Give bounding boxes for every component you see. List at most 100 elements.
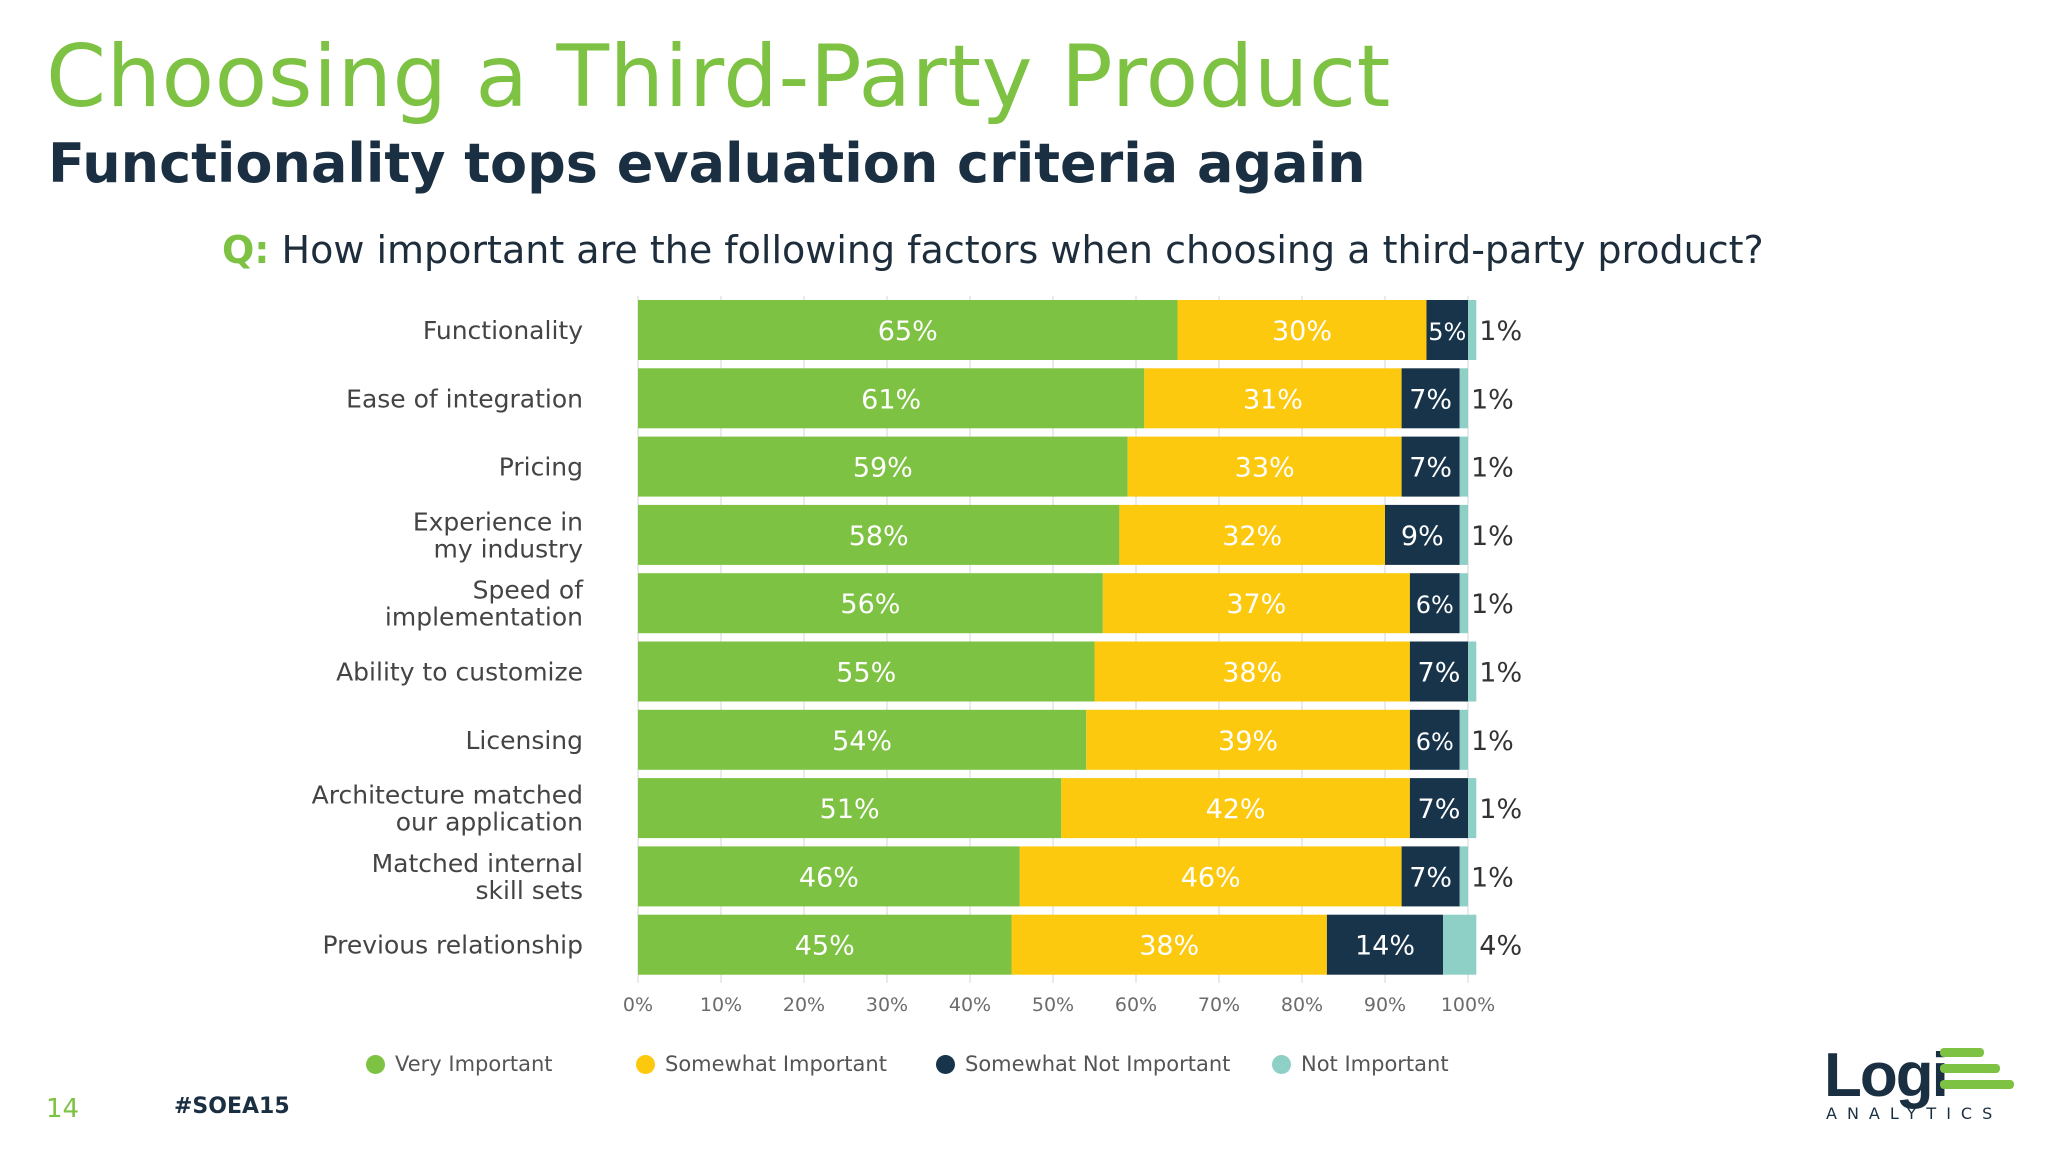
category-label: Ability to customize (336, 658, 583, 687)
data-label: 9% (1401, 521, 1444, 552)
data-label: 51% (820, 794, 880, 825)
data-label: 14% (1355, 931, 1415, 962)
bar-segment (638, 641, 1095, 702)
data-label: 7% (1418, 794, 1461, 825)
data-label: 4% (1479, 931, 1522, 962)
logo-bar (1940, 1048, 1984, 1057)
legend-label: Somewhat Important (665, 1052, 887, 1076)
category-label: Architecture matched our application (312, 781, 583, 837)
x-tick-label: 30% (866, 994, 908, 1016)
bar-segment (1401, 436, 1460, 497)
stacked-bar-chart: 0% 10% 20% 30% 40% 50% 60% 70% 80% 90% 100% Functio… (312, 296, 1522, 1016)
category-label: Ease of integration (346, 384, 583, 413)
category-label: Experience in my industry (413, 507, 583, 563)
bar-segment (1426, 300, 1468, 360)
data-label: 33% (1235, 453, 1295, 484)
data-label: 58% (849, 521, 909, 552)
bar-segment (638, 300, 1178, 360)
bar-segment (1086, 709, 1410, 770)
bar-segment (1468, 641, 1477, 702)
data-label: 30% (1272, 316, 1332, 347)
data-label: 55% (836, 658, 896, 689)
bar-segment (1409, 641, 1468, 702)
data-label: 45% (795, 931, 855, 962)
data-label: 61% (861, 384, 921, 415)
data-label: 1% (1471, 384, 1514, 415)
data-label: 1% (1471, 453, 1514, 484)
data-label: 65% (878, 316, 938, 347)
data-label: 7% (1409, 862, 1452, 893)
data-label: 1% (1479, 794, 1522, 825)
category-label: Matched internal skill sets (372, 849, 583, 905)
bar-segment (1468, 300, 1477, 360)
data-label: 46% (799, 862, 859, 893)
logo-bars-icon (1940, 1046, 2016, 1096)
data-label: 1% (1471, 726, 1514, 757)
x-tick-label: 40% (949, 994, 991, 1016)
bar-segment (1127, 436, 1402, 497)
legend-item: Somewhat Important (636, 1052, 887, 1076)
bar-segment (638, 778, 1062, 839)
page-number: 14 (46, 1094, 80, 1124)
data-label: 59% (853, 453, 913, 484)
bar-segment (1326, 914, 1444, 975)
category-label: Licensing (465, 726, 583, 755)
legend-swatch (936, 1054, 955, 1074)
bar-segment (1459, 709, 1468, 770)
bar-segment (1385, 504, 1460, 565)
data-label: 37% (1226, 589, 1286, 620)
logo-bar (1940, 1064, 2000, 1073)
data-label: 39% (1218, 726, 1278, 757)
x-tick-label: 10% (700, 994, 742, 1016)
legend-label: Very Important (395, 1052, 553, 1076)
x-tick-label: 60% (1115, 994, 1157, 1016)
legend-swatch (366, 1054, 385, 1074)
bar-segment (1409, 709, 1460, 770)
slide-subtitle: Functionality tops evaluation criteria a… (48, 132, 1366, 195)
bar-segment (1459, 504, 1468, 565)
category-label: Pricing (499, 453, 583, 482)
logo-wordmark: Logi (1824, 1041, 1949, 1110)
legend-label: Somewhat Not Important (965, 1052, 1231, 1076)
legend-item: Somewhat Not Important (936, 1052, 1230, 1076)
data-label: 46% (1181, 862, 1241, 893)
bar-segment (1468, 778, 1477, 839)
x-tick-label: 70% (1198, 994, 1240, 1016)
bar-segment (638, 709, 1087, 770)
chart-legend: Very Important Somewhat Important Somewhat… (0, 1052, 2048, 1088)
bar-segment (1409, 778, 1468, 839)
data-label: 7% (1418, 658, 1461, 689)
x-tick-label: 80% (1281, 994, 1323, 1016)
bar-segment (1401, 846, 1460, 907)
data-label: 7% (1409, 453, 1452, 484)
data-label: 1% (1479, 658, 1522, 689)
category-label: Previous relationship (322, 931, 583, 960)
bar-segment (638, 573, 1103, 634)
data-label: 1% (1471, 862, 1514, 893)
x-tick-label: 90% (1364, 994, 1406, 1016)
question-text: How important are the following factors … (281, 228, 1764, 272)
data-label: 54% (832, 726, 892, 757)
data-label: 38% (1222, 658, 1282, 689)
bar-segment (1144, 368, 1402, 429)
category-label: Speed of implementation (385, 576, 584, 632)
logo-subtext: ANALYTICS (1826, 1104, 2003, 1123)
bar-segment (1119, 504, 1385, 565)
bar-segment (638, 368, 1145, 429)
legend-item: Not Important (1272, 1052, 1449, 1076)
bar-segment (638, 436, 1128, 497)
bar-segment (1409, 573, 1460, 634)
bar-segment (1102, 573, 1410, 634)
data-label: 31% (1243, 384, 1303, 415)
bar-segment (1094, 641, 1410, 702)
legend-swatch (636, 1054, 655, 1074)
bar-segment (1459, 573, 1468, 634)
bar-segment (1459, 368, 1468, 429)
data-label: 42% (1206, 794, 1266, 825)
logi-analytics-logo: Logi ANALYTICS (1824, 1041, 2016, 1124)
bar-segment (1177, 300, 1427, 360)
legend-item: Very Important (366, 1052, 553, 1076)
question-prefix: Q: (222, 228, 270, 272)
data-label: 1% (1471, 521, 1514, 552)
bar-segment (1011, 914, 1327, 975)
